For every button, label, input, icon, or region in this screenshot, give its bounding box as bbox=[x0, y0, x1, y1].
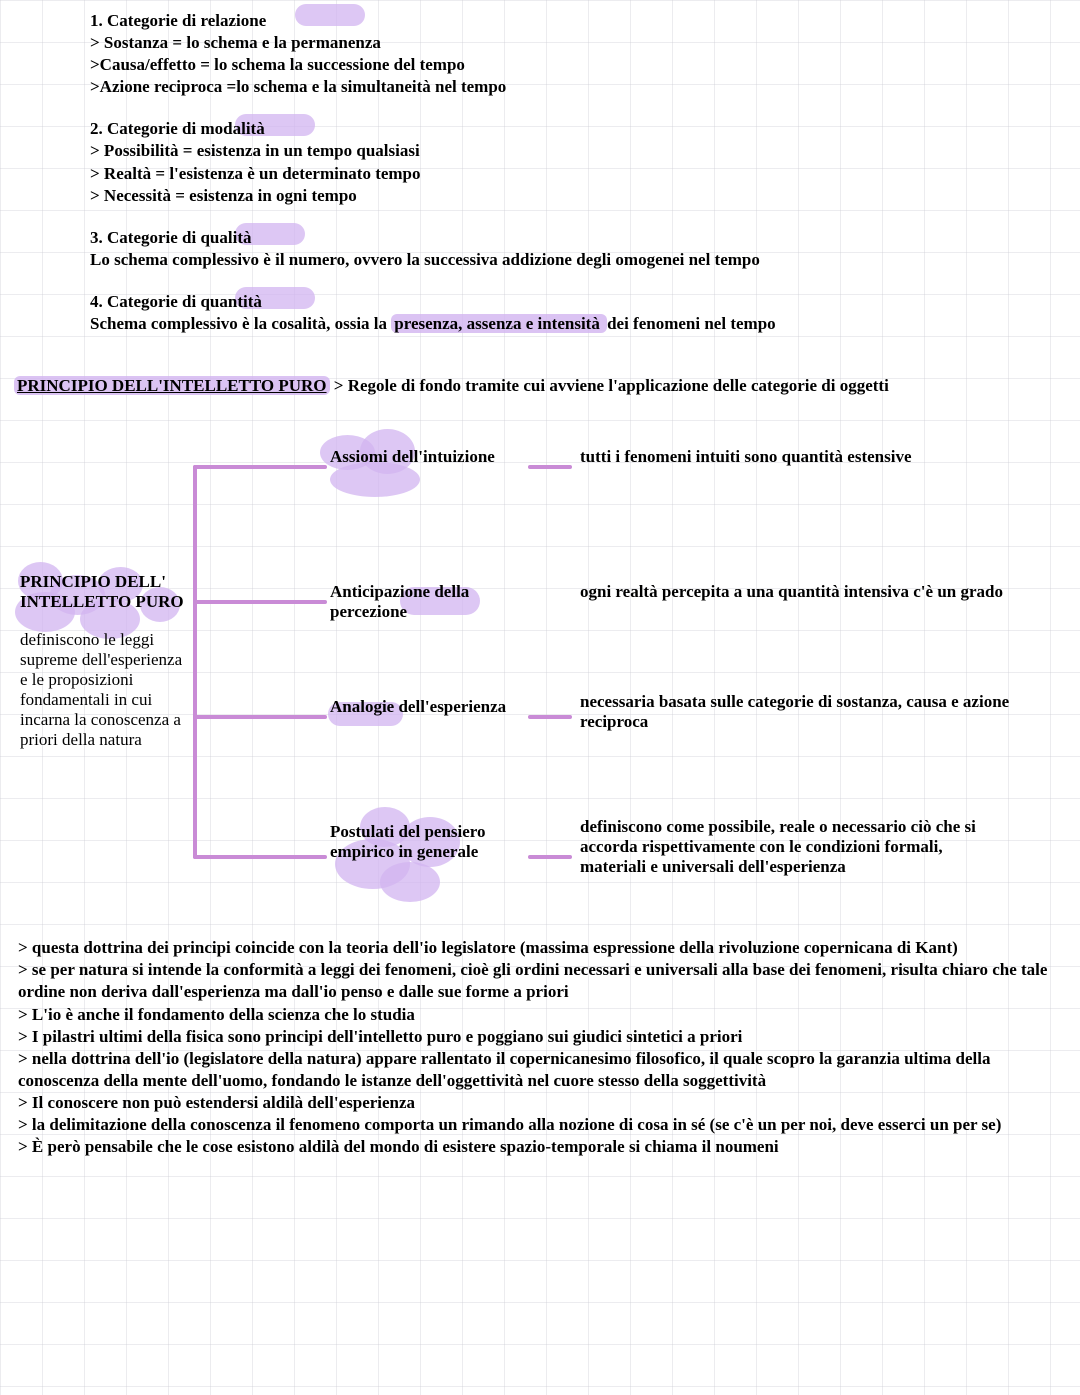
right-postulati: definiscono come possibile, reale o nece… bbox=[580, 817, 1010, 877]
note-7: > la delimitazione della conoscenza il f… bbox=[18, 1114, 1055, 1136]
note-3: > L'io è anche il fondamento della scien… bbox=[18, 1004, 1055, 1026]
principio-heading: PRINCIPIO DELL'INTELLETTO PURO > Regole … bbox=[10, 375, 1070, 397]
root-title2: INTELLETTO PURO bbox=[20, 592, 190, 612]
cat1-l3: >Azione reciproca =lo schema e la simult… bbox=[90, 76, 1070, 98]
note-1: > questa dottrina dei principi coincide … bbox=[18, 937, 1055, 959]
cat4-l1-c: dei fenomeni nel tempo bbox=[607, 314, 776, 333]
mid-assiomi: Assiomi dell'intuizione bbox=[330, 447, 525, 467]
cat2-l1: > Possibilità = esistenza in un tempo qu… bbox=[90, 140, 1070, 162]
note-4: > I pilastri ultimi della fisica sono pr… bbox=[18, 1026, 1055, 1048]
cat2-l2: > Realtà = l'esistenza è un determinato … bbox=[90, 163, 1070, 185]
root-title1: PRINCIPIO DELL' bbox=[20, 572, 190, 592]
mid-analogie: Analogie dell'esperienza bbox=[330, 697, 525, 717]
note-2: > se per natura si intende la conformità… bbox=[18, 959, 1055, 1003]
note-8: > È però pensabile che le cose esistono … bbox=[18, 1136, 1055, 1158]
principio-title-rest: > Regole di fondo tramite cui avviene l'… bbox=[330, 376, 889, 395]
principio-title-hl: PRINCIPIO DELL'INTELLETTO PURO bbox=[14, 376, 330, 395]
mid-postulati: Postulati del pensiero empirico in gener… bbox=[330, 822, 525, 862]
right-assiomi: tutti i fenomeni intuiti sono quantità e… bbox=[580, 447, 1010, 467]
cat3-l1: Lo schema complessivo è il numero, ovver… bbox=[90, 249, 1070, 271]
cat1-l2: >Causa/effetto = lo schema la succession… bbox=[90, 54, 1070, 76]
diagram-container: PRINCIPIO DELL' INTELLETTO PURO definisc… bbox=[10, 407, 1070, 927]
cat4-heading: 4. Categorie di quantità bbox=[90, 291, 1070, 313]
bottom-notes: > questa dottrina dei principi coincide … bbox=[10, 927, 1070, 1158]
cat4-l1: Schema complessivo è la cosalità, ossia … bbox=[90, 313, 1070, 335]
cat1-heading: 1. Categorie di relazione bbox=[90, 10, 1070, 32]
right-anticipazione: ogni realtà percepita a una quantità int… bbox=[580, 582, 1010, 602]
note-5: > nella dottrina dell'io (legislatore de… bbox=[18, 1048, 1055, 1092]
mid-anticipazione: Anticipazione della percezione bbox=[330, 582, 525, 622]
cat3-heading: 3. Categorie di qualità bbox=[90, 227, 1070, 249]
right-analogie: necessaria basata sulle categorie di sos… bbox=[580, 692, 1010, 732]
categories-block: 1. Categorie di relazione > Sostanza = l… bbox=[90, 10, 1070, 335]
cat4-l1-hl: presenza, assenza e intensità bbox=[391, 314, 607, 333]
cat2-l3: > Necessità = esistenza in ogni tempo bbox=[90, 185, 1070, 207]
cat2-heading: 2. Categorie di modalità bbox=[90, 118, 1070, 140]
cat4-l1-a: Schema complessivo è la cosalità, ossia … bbox=[90, 314, 391, 333]
cat1-l1: > Sostanza = lo schema e la permanenza bbox=[90, 32, 1070, 54]
note-6: > Il conoscere non può estendersi aldilà… bbox=[18, 1092, 1055, 1114]
